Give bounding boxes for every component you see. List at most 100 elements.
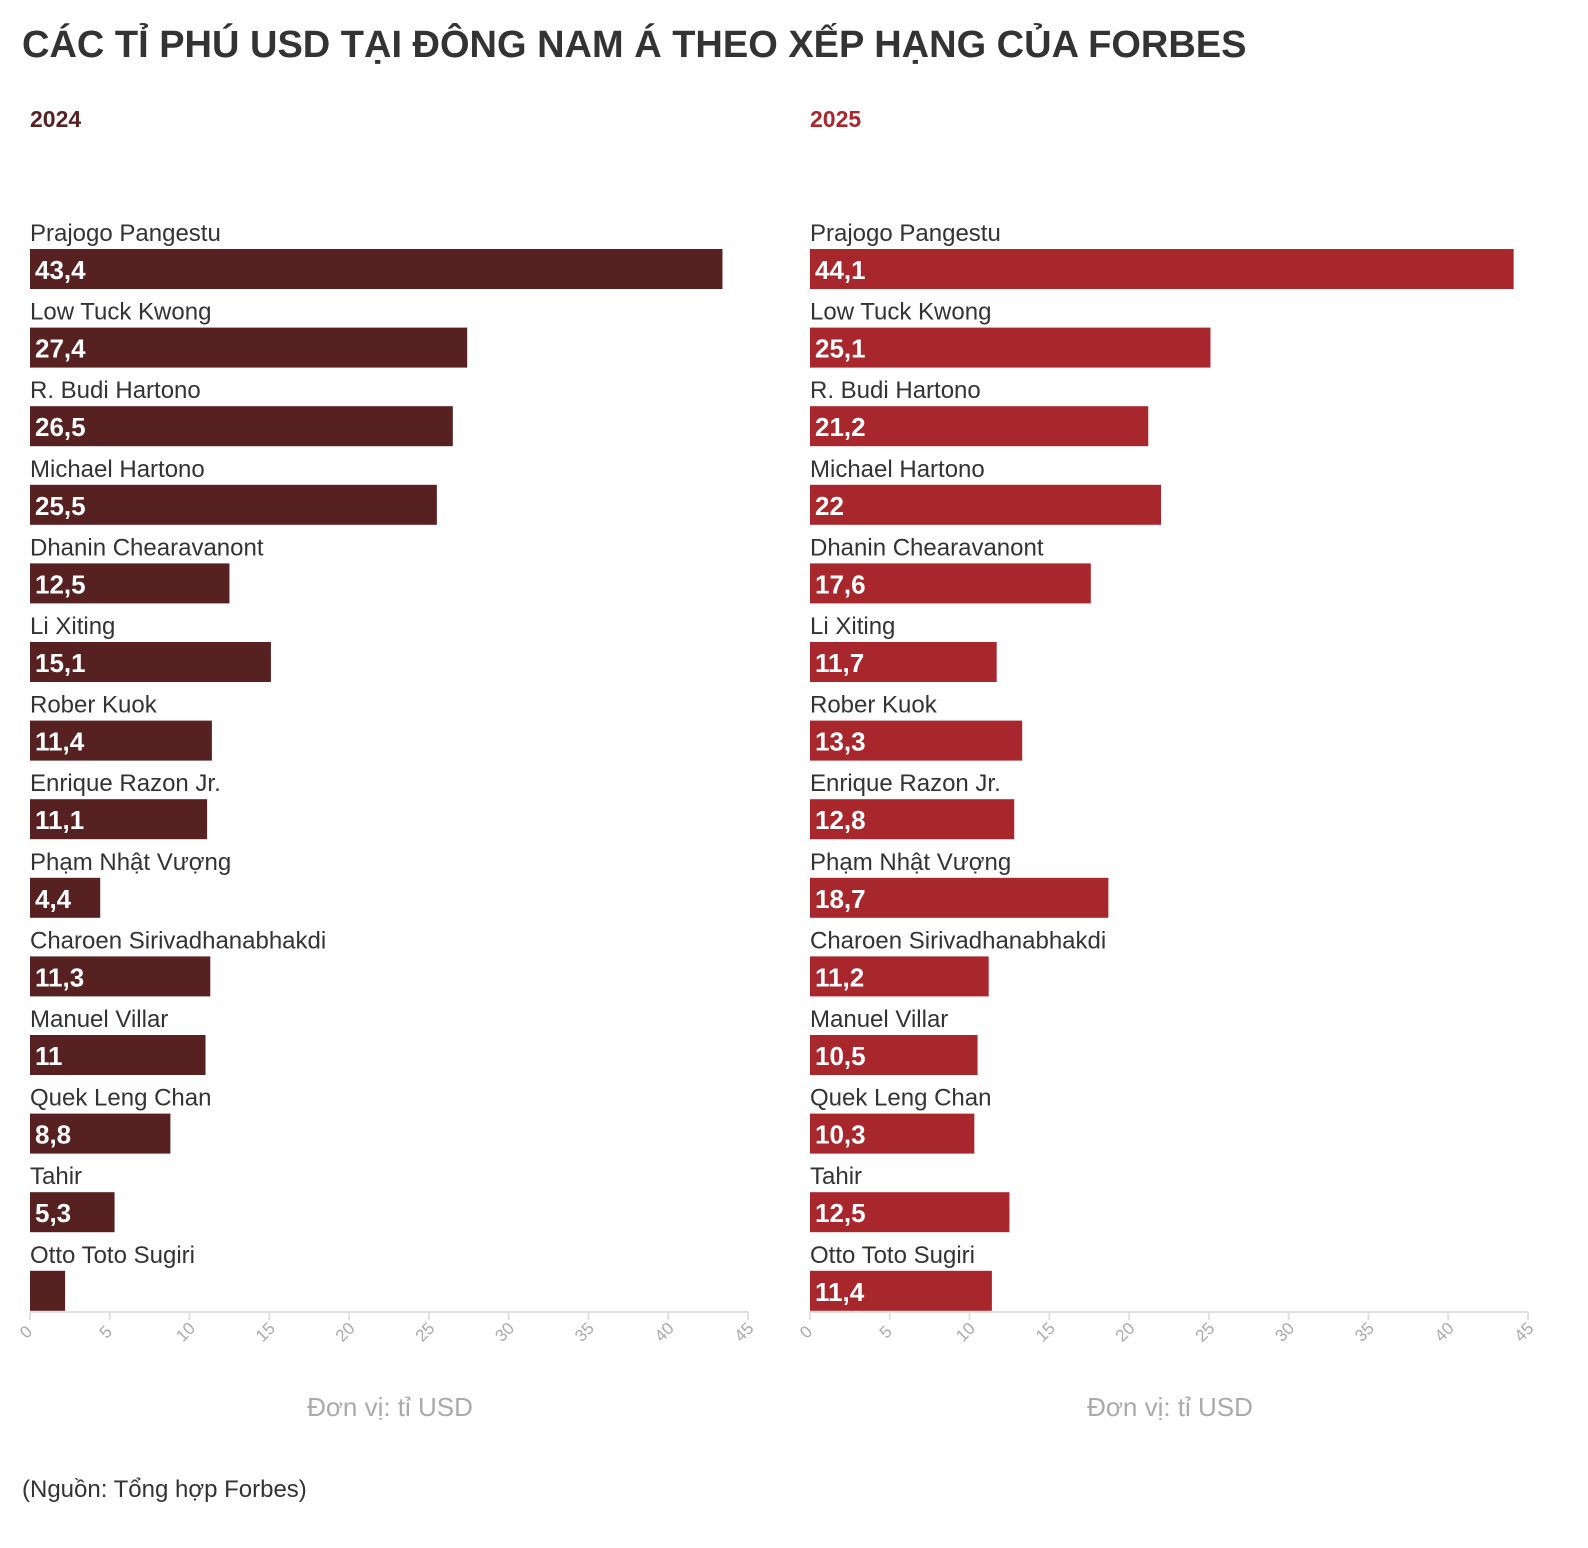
value-label-2024: 11 (35, 1041, 63, 1071)
category-label-2024: Dhanin Chearavanont (30, 534, 264, 561)
panel-title-2025: 2025 (810, 106, 862, 132)
value-label-2025: 11,2 (815, 962, 864, 992)
bar-2024 (30, 1192, 115, 1233)
bar-2025 (810, 877, 1109, 918)
value-label-2024: 8,8 (35, 1120, 71, 1150)
x-tick-label-2025: 30 (1271, 1319, 1298, 1346)
category-label-2024: Phạm Nhật Vượng (30, 849, 231, 876)
value-label-2025: 11,7 (815, 648, 864, 678)
category-label-2025: Otto Toto Sugiri (810, 1242, 975, 1269)
value-label-2025: 10,5 (815, 1041, 866, 1071)
value-label-2024: 12,5 (35, 569, 86, 599)
value-label-2024: 11,4 (35, 727, 85, 757)
category-label-2024: Low Tuck Kwong (30, 299, 211, 326)
bar-2024 (30, 799, 208, 840)
category-label-2024: Prajogo Pangestu (30, 220, 221, 247)
value-label-2025: 22 (815, 491, 844, 521)
x-tick-label-2025: 40 (1431, 1319, 1458, 1346)
category-label-2025: Low Tuck Kwong (810, 299, 991, 326)
category-label-2024: Tahir (30, 1163, 82, 1190)
category-label-2025: Li Xiting (810, 613, 895, 640)
category-label-2025: Prajogo Pangestu (810, 220, 1001, 247)
category-label-2024: Enrique Razon Jr. (30, 770, 221, 797)
value-label-2025: 44,1 (815, 255, 866, 285)
bar-2025 (810, 406, 1149, 447)
x-tick-label-2024: 40 (651, 1319, 678, 1346)
value-label-2025: 10,3 (815, 1120, 866, 1150)
x-tick-label-2025: 25 (1192, 1319, 1219, 1346)
category-label-2024: Otto Toto Sugiri (30, 1242, 195, 1269)
value-label-2024: 25,5 (35, 491, 86, 521)
x-tick-label-2025: 45 (1511, 1319, 1538, 1346)
value-label-2024: 5,3 (35, 1198, 71, 1228)
x-tick-label-2024: 45 (731, 1319, 758, 1346)
bar-2025 (810, 249, 1514, 289)
bar-2025 (810, 484, 1162, 525)
bar-2024 (30, 563, 230, 604)
bar-2024 (30, 877, 101, 918)
x-tick-label-2025: 10 (952, 1319, 979, 1346)
category-label-2024: Li Xiting (30, 613, 115, 640)
category-label-2025: Rober Kuok (810, 692, 938, 719)
category-label-2025: R. Budi Hartono (810, 377, 981, 404)
x-tick-label-2024: 0 (16, 1322, 36, 1342)
x-tick-label-2025: 20 (1112, 1319, 1139, 1346)
value-label-2024: 15,1 (35, 648, 86, 678)
bar-2025 (810, 1270, 992, 1311)
x-tick-label-2024: 10 (172, 1319, 199, 1346)
panel-title-2024: 2024 (30, 106, 82, 132)
category-label-2025: Quek Leng Chan (810, 1085, 991, 1112)
value-label-2024: 26,5 (35, 412, 86, 442)
x-tick-label-2025: 5 (876, 1322, 896, 1342)
category-label-2024: Manuel Villar (30, 1006, 168, 1033)
category-label-2025: Michael Hartono (810, 456, 985, 483)
value-label-2025: 17,6 (815, 569, 866, 599)
value-label-2024: 11,3 (35, 962, 84, 992)
x-tick-label-2024: 25 (412, 1319, 439, 1346)
value-label-2025: 11,4 (815, 1277, 865, 1307)
x-tick-label-2025: 35 (1351, 1319, 1378, 1346)
value-label-2024: 4,4 (35, 884, 72, 914)
bar-2024 (30, 1035, 206, 1075)
value-label-2024: 11,1 (35, 805, 84, 835)
x-tick-label-2024: 30 (491, 1319, 518, 1346)
category-label-2025: Manuel Villar (810, 1006, 948, 1033)
value-label-2025: 18,7 (815, 884, 866, 914)
bar-2025 (810, 799, 1015, 840)
category-label-2024: R. Budi Hartono (30, 377, 201, 404)
category-label-2025: Tahir (810, 1163, 862, 1190)
category-label-2024: Quek Leng Chan (30, 1085, 211, 1112)
bar-2025 (810, 1113, 975, 1154)
bar-2024 (30, 249, 723, 289)
bar-2025 (810, 956, 989, 997)
bar-2025 (810, 1192, 1010, 1233)
x-tick-label-2025: 0 (796, 1322, 816, 1342)
category-label-2024: Rober Kuok (30, 692, 158, 719)
bar-2025 (810, 327, 1211, 368)
bar-2025 (810, 563, 1091, 604)
category-label-2024: Charoen Sirivadhanabhakdi (30, 927, 326, 954)
category-label-2025: Charoen Sirivadhanabhakdi (810, 927, 1106, 954)
bar-2024 (30, 1113, 171, 1154)
value-label-2025: 13,3 (815, 727, 866, 757)
chart-title: CÁC TỈ PHÚ USD TẠI ĐÔNG NAM Á THEO XẾP H… (22, 24, 1247, 66)
bar-2024 (30, 406, 453, 447)
value-label-2025: 12,5 (815, 1198, 866, 1228)
value-label-2025: 25,1 (815, 334, 866, 364)
bar-2024 (30, 642, 271, 682)
x-tick-label-2024: 20 (332, 1319, 359, 1346)
bar-2024 (30, 956, 211, 997)
x-axis-label-2025: Đơn vị: tỉ USD (1087, 1392, 1253, 1422)
bar-2025 (810, 642, 997, 682)
category-label-2025: Dhanin Chearavanont (810, 534, 1044, 561)
bar-2024 (30, 327, 468, 368)
x-axis-label-2024: Đơn vị: tỉ USD (307, 1392, 473, 1422)
bar-2024 (30, 720, 212, 761)
category-label-2024: Michael Hartono (30, 456, 205, 483)
x-tick-label-2024: 35 (571, 1319, 598, 1346)
bar-2025 (810, 720, 1023, 761)
x-tick-label-2024: 5 (96, 1322, 116, 1342)
category-label-2025: Enrique Razon Jr. (810, 770, 1001, 797)
value-label-2025: 12,8 (815, 805, 866, 835)
